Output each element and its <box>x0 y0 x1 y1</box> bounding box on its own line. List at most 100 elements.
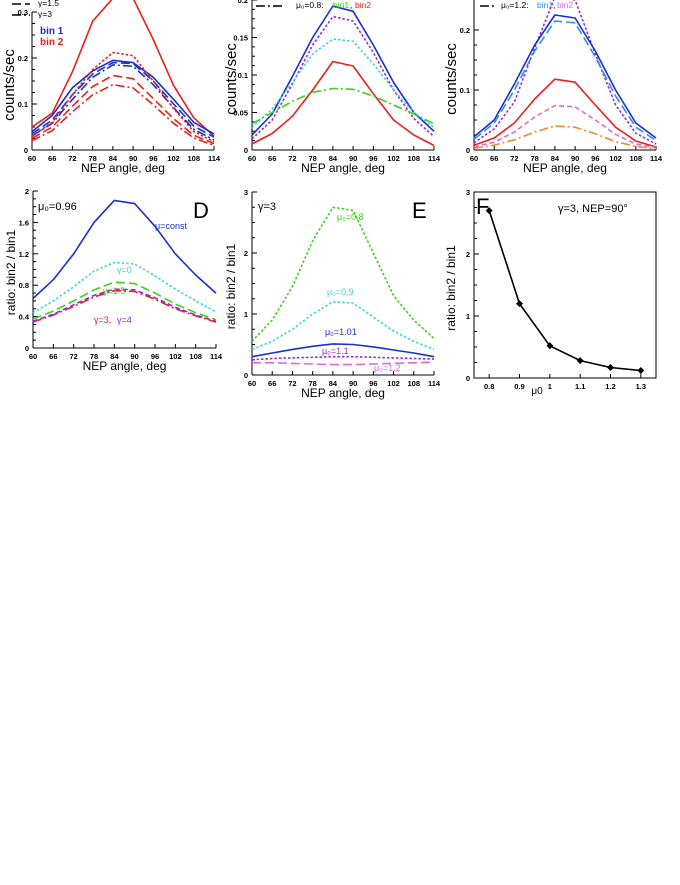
bin-label: bin 1 <box>40 26 64 37</box>
curve-annotation: μ=const <box>155 221 187 231</box>
x-tick-label: 102 <box>387 379 400 388</box>
curve-annotation: μ₀=1.1 <box>322 346 349 356</box>
plot-frame <box>473 191 657 379</box>
series-line-blue-solid <box>473 14 657 139</box>
series-line--1-2 <box>252 361 435 366</box>
x-tick-label: 90 <box>130 352 138 361</box>
legend-separator: , <box>350 0 352 10</box>
x-tick-label: 84 <box>551 154 560 163</box>
x-tick-label: 60 <box>248 154 256 163</box>
y-tick-label: 1 <box>466 312 470 321</box>
x-tick-label: 66 <box>490 154 498 163</box>
x-tick-label: 78 <box>90 352 98 361</box>
y-tick-label: 3 <box>244 188 248 197</box>
y-axis-label: counts/sec <box>1 49 18 121</box>
x-tick-label: 78 <box>88 154 96 163</box>
curve-annotation: γ=0 <box>117 265 132 275</box>
legend-label: bin1 <box>333 0 349 10</box>
x-axis-label: NEP angle, deg <box>83 359 167 373</box>
series-line--0 <box>32 261 217 314</box>
panel-letter: D <box>193 198 209 223</box>
y-tick-label: 0 <box>466 146 470 155</box>
x-tick-label: 66 <box>268 154 276 163</box>
legend-label: bin2 <box>557 0 573 10</box>
y-tick-label: 0.1 <box>460 86 470 95</box>
legend-label: γ=3 <box>38 9 52 19</box>
x-axis-label: NEP angle, deg <box>523 161 607 175</box>
y-tick-label: 0.05 <box>233 109 248 118</box>
panel-letter: E <box>412 198 427 223</box>
data-point-marker <box>607 363 614 371</box>
y-tick-label: 2 <box>244 249 248 258</box>
y-tick-label: 0.3 <box>18 8 28 17</box>
y-tick-label: 2 <box>25 187 29 196</box>
x-tick-label: 96 <box>151 352 159 361</box>
y-tick-label: 0.2 <box>460 26 470 35</box>
series-line--0-8 <box>251 206 435 342</box>
series-line--4 <box>32 288 217 323</box>
series-line--0-9 <box>251 300 435 351</box>
x-tick-label: 90 <box>349 154 357 163</box>
x-tick-label: 108 <box>408 154 421 163</box>
x-tick-label: 78 <box>308 154 316 163</box>
series-line-bin-1-1-5 <box>31 59 215 135</box>
y-tick-label: 0 <box>244 146 248 155</box>
x-tick-label: 72 <box>69 352 77 361</box>
y-tick-label: 0.2 <box>238 0 248 5</box>
y-tick-label: 1 <box>244 310 248 319</box>
series-line-cyan <box>251 38 435 129</box>
curve-annotation: γ=4 <box>117 315 132 325</box>
panel-F: 0 1 2 3 0.8 0.9 1 1.1 1.2 1.3 μ0 ratio: bin2 / bin1… <box>444 188 657 397</box>
y-tick-label: 0.4 <box>19 313 30 322</box>
y-tick-label: 1.2 <box>19 250 29 259</box>
x-tick-label: 108 <box>630 154 643 163</box>
y-tick-label: 0.1 <box>18 100 28 109</box>
x-tick-label: 72 <box>288 154 296 163</box>
y-tick-label: 0.8 <box>19 281 29 290</box>
x-tick-label: 60 <box>28 154 36 163</box>
y-tick-label: 0 <box>466 374 470 383</box>
series-line-bin2-dotted <box>251 15 435 140</box>
series-line-green <box>251 87 435 125</box>
panel-note: γ=3 <box>258 201 276 213</box>
x-axis-label: NEP angle, deg <box>81 161 165 175</box>
legend-separator: , <box>553 0 555 10</box>
x-tick-label: 66 <box>48 154 56 163</box>
y-tick-label: 0.1 <box>238 71 248 80</box>
series-line--1-5 <box>32 281 217 321</box>
panel-note: γ=3, NEP=90° <box>558 203 628 215</box>
x-tick-label: 102 <box>609 154 622 163</box>
data-point-marker <box>516 300 523 308</box>
x-tick-label: 84 <box>329 154 338 163</box>
curve-annotation: γ=1.5 <box>103 286 125 296</box>
data-point-marker <box>485 207 493 215</box>
legend-label: γ=1.5 <box>38 0 59 8</box>
series-line--const <box>32 199 217 300</box>
y-tick-label: 1.6 <box>19 218 29 227</box>
series-line-sky-dashed <box>473 20 657 142</box>
x-tick-label: 108 <box>188 154 201 163</box>
x-tick-label: 114 <box>428 154 441 163</box>
panel-letter: F <box>476 194 489 219</box>
legend-label: bin1 <box>537 0 553 10</box>
data-point-marker <box>546 342 554 350</box>
series-line-pink-dashed <box>473 104 657 149</box>
panel-D: 0 0.4 0.8 1.2 1.6 2 60 66 72 78 84 90 96 102 108 114 NEP… <box>4 187 223 373</box>
x-axis-label: NEP angle, deg <box>301 161 385 175</box>
x-tick-label: 78 <box>530 154 538 163</box>
x-tick-label: 90 <box>129 154 137 163</box>
x-tick-label: 102 <box>167 154 180 163</box>
curve-annotation: μ₀=0.9 <box>327 287 354 297</box>
curve-annotation: μ₀=0.8 <box>337 212 364 222</box>
curve-annotation: γ=3, <box>94 315 111 325</box>
x-tick-label: 90 <box>349 379 357 388</box>
series-line--1-1 <box>251 355 435 361</box>
panel-C: 0 0.1 0.2 60 66 72 78 84 90 96 102 108 114 NEP angle,… <box>443 0 663 175</box>
x-tick-label: 1 <box>548 382 552 391</box>
bin-label: bin 2 <box>40 37 64 48</box>
x-tick-label: 84 <box>109 154 118 163</box>
x-tick-label: 114 <box>428 379 441 388</box>
x-tick-label: 72 <box>510 154 518 163</box>
x-tick-label: 96 <box>369 379 377 388</box>
